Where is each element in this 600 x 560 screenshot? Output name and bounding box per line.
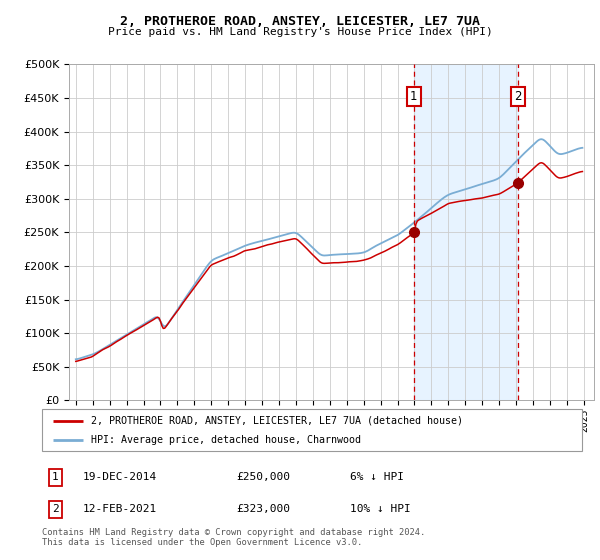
Text: £250,000: £250,000 [236,472,290,482]
Text: 1: 1 [410,90,418,103]
Bar [414,64,518,400]
Text: Price paid vs. HM Land Registry's House Price Index (HPI): Price paid vs. HM Land Registry's House … [107,27,493,37]
Text: 2: 2 [52,505,59,515]
Text: HPI: Average price, detached house, Charnwood: HPI: Average price, detached house, Char… [91,435,361,445]
Text: 6% ↓ HPI: 6% ↓ HPI [350,472,404,482]
Text: 2, PROTHEROE ROAD, ANSTEY, LEICESTER, LE7 7UA (detached house): 2, PROTHEROE ROAD, ANSTEY, LEICESTER, LE… [91,416,463,426]
Text: 10% ↓ HPI: 10% ↓ HPI [350,505,410,515]
Text: 2, PROTHEROE ROAD, ANSTEY, LEICESTER, LE7 7UA: 2, PROTHEROE ROAD, ANSTEY, LEICESTER, LE… [120,15,480,27]
Text: 19-DEC-2014: 19-DEC-2014 [83,472,157,482]
Text: £323,000: £323,000 [236,505,290,515]
FancyBboxPatch shape [42,409,582,451]
Text: Contains HM Land Registry data © Crown copyright and database right 2024.
This d: Contains HM Land Registry data © Crown c… [42,528,425,547]
Text: 2: 2 [514,90,522,103]
Text: 1: 1 [52,472,59,482]
Text: 12-FEB-2021: 12-FEB-2021 [83,505,157,515]
